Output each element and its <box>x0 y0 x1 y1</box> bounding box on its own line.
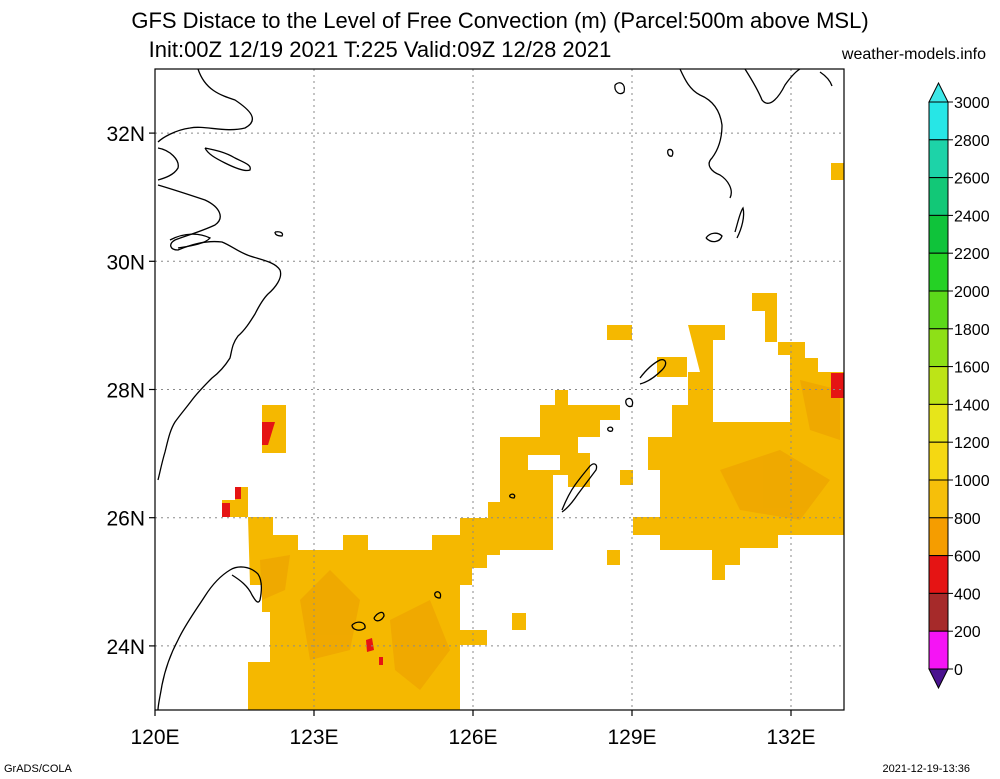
colorbar-label: 1800 <box>954 322 990 339</box>
y-tick-label: 24N <box>106 636 145 659</box>
y-tick-label: 26N <box>106 508 145 531</box>
colorbar-label: 1600 <box>954 360 990 377</box>
colorbar-label: 2600 <box>954 171 990 188</box>
colorbar-bottom-arrow <box>928 668 949 690</box>
coastline-kyushu <box>679 69 801 199</box>
y-tick-label: 30N <box>106 251 145 274</box>
coastline-taiwan <box>157 566 262 710</box>
field-red-patch <box>831 373 844 398</box>
coastline-island <box>614 82 626 95</box>
field-patch <box>831 163 844 180</box>
colorbar-label: 400 <box>954 586 981 603</box>
x-tick-label: 129E <box>607 726 656 749</box>
colorbar-label: 1400 <box>954 397 990 414</box>
field-red-patch <box>262 422 275 445</box>
coastline-yangtze-estuary <box>204 147 251 172</box>
colorbar-swatch <box>928 252 949 292</box>
colorbar-label: 2200 <box>954 246 990 263</box>
coastline-island <box>607 426 614 432</box>
field-patch <box>607 325 632 340</box>
coastline-island <box>509 493 516 499</box>
colorbar-label: 800 <box>954 511 981 528</box>
colorbar-label: 2400 <box>954 208 990 225</box>
field-texture <box>300 570 360 660</box>
colorbar-swatch <box>928 177 949 216</box>
colorbar-label: 2000 <box>954 284 990 301</box>
coastline-miyako-island <box>373 611 385 622</box>
colorbar-top-arrow <box>928 81 949 103</box>
coastline-amami <box>639 358 667 385</box>
field-patch <box>512 613 526 630</box>
field-okinawa-gap-fill <box>528 455 560 470</box>
map-grid <box>155 69 844 710</box>
coastline-island <box>667 148 674 157</box>
field-patch <box>657 357 687 377</box>
colorbar-swatch <box>928 403 949 443</box>
colorbar-swatch <box>928 290 949 330</box>
y-tick-label: 28N <box>106 380 145 403</box>
coastline-island <box>434 591 442 599</box>
y-axis: 24N 26N 28N 30N 32N <box>106 123 155 659</box>
field-red-patch <box>366 638 374 652</box>
colorbar-swatch <box>928 366 949 405</box>
colorbar-label: 0 <box>954 662 963 679</box>
field-patch <box>607 550 620 565</box>
colorbar-swatch <box>928 630 949 670</box>
colorbar-swatch <box>928 101 949 141</box>
colorbar-label: 600 <box>954 549 981 566</box>
field-patch <box>765 305 777 342</box>
coastline-island <box>819 71 833 87</box>
x-tick-label: 123E <box>289 726 338 749</box>
x-tick-label: 132E <box>766 726 815 749</box>
coastline-island <box>705 232 723 243</box>
colorbar-swatch <box>928 592 949 632</box>
x-tick-label: 120E <box>130 726 179 749</box>
colorbar-swatch <box>928 441 949 481</box>
coastline-shanghai-bay <box>169 233 212 249</box>
colorbar-swatch <box>928 517 949 557</box>
field-texture <box>260 555 290 600</box>
colorbar-label: 2800 <box>954 133 990 150</box>
colorbar-swatch <box>928 139 949 179</box>
colorbar-swatch <box>928 328 949 368</box>
coastline-tanegashima <box>734 206 745 239</box>
colorbar-label: 1200 <box>954 435 990 452</box>
colorbar-label: 1000 <box>954 473 990 490</box>
colorbar-swatch <box>928 214 949 254</box>
colorbar: 3000280026002400220020001800160014001200… <box>928 81 990 690</box>
colorbar-swatch <box>928 555 949 594</box>
field-red-patch <box>222 503 230 517</box>
coastline-island <box>274 231 284 237</box>
footer-timestamp: 2021-12-19-13:36 <box>882 763 970 775</box>
colorbar-label: 3000 <box>954 95 990 112</box>
field-patch <box>620 470 633 485</box>
field-texture <box>390 600 450 690</box>
field-texture <box>800 380 840 440</box>
coastline-china <box>157 69 282 481</box>
field-red-patch <box>235 487 241 499</box>
y-tick-label: 32N <box>106 123 145 146</box>
x-axis: 120E 123E 126E 129E 132E <box>130 710 816 749</box>
colorbar-swatch <box>928 479 949 519</box>
field-red-patch <box>379 657 383 665</box>
coastlines <box>157 69 833 710</box>
field-texture <box>720 450 830 520</box>
coastline-okinawa <box>561 463 598 513</box>
coastline-island <box>625 397 634 408</box>
chart-title: GFS Distace to the Level of Free Convect… <box>131 8 869 33</box>
footer-software: GrADS/COLA <box>4 763 72 775</box>
coastline-yaeyama-island <box>351 621 366 631</box>
x-tick-label: 126E <box>448 726 497 749</box>
chart-subtitle: Init:00Z 12/19 2021 T:225 Valid:09Z 12/2… <box>148 37 612 62</box>
source-credit: weather-models.info <box>841 46 986 63</box>
colorbar-label: 200 <box>954 624 981 641</box>
